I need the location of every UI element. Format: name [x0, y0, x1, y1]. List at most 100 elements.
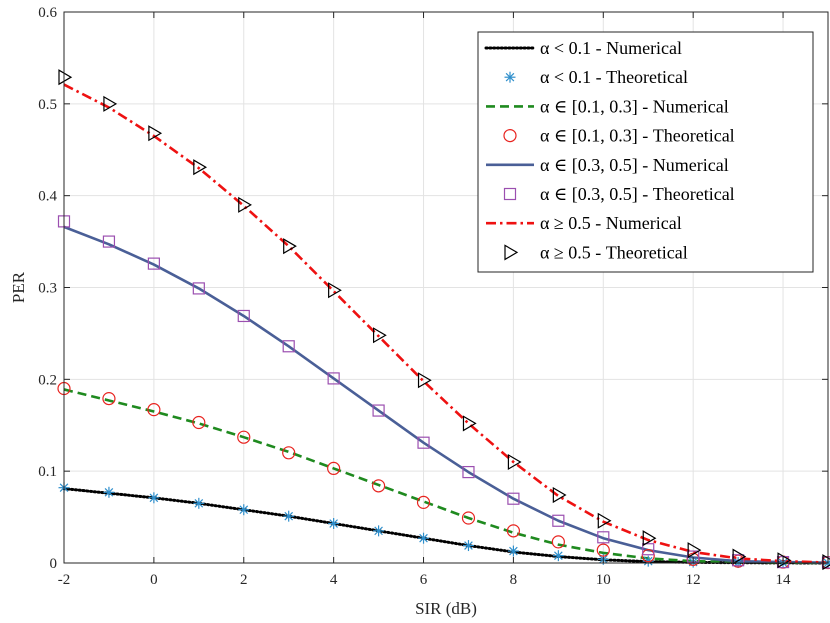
data-point-square — [282, 340, 295, 353]
data-point-asterisk — [238, 504, 250, 516]
data-point-circle — [237, 430, 251, 444]
y-tick-label: 0.5 — [38, 97, 57, 113]
legend-label: α < 0.1 - Numerical — [540, 38, 682, 58]
data-point-circle — [102, 392, 116, 406]
data-point-asterisk — [507, 545, 519, 557]
data-point-square — [147, 257, 160, 270]
legend: α < 0.1 - Numerical α < 0.1 - Theoretical… — [477, 31, 814, 273]
legend-marker-sample-stroke — [505, 72, 515, 82]
data-point-asterisk-stroke — [329, 519, 338, 528]
legend-box — [477, 31, 814, 273]
legend-label: α < 0.1 - Theoretical — [540, 67, 688, 87]
legend-entry-0-5-theoretical: α ≥ 0.5 - Theoretical — [504, 242, 688, 262]
data-point-asterisk — [103, 486, 115, 498]
data-point-asterisk-stroke — [149, 493, 159, 503]
data-point-asterisk — [148, 492, 160, 504]
legend-label: α ∈ [0.1, 0.3] - Numerical — [540, 96, 729, 116]
data-point-square — [237, 309, 250, 323]
data-point-triangle-right — [193, 159, 208, 176]
data-point-circle — [371, 479, 386, 493]
data-point-triangle-right — [642, 530, 657, 547]
data-point-circle — [192, 415, 206, 430]
x-tick-label: 8 — [510, 572, 518, 588]
plot-series — [57, 69, 830, 571]
x-tick-label: 2 — [240, 572, 248, 588]
y-tick-label: 0.6 — [38, 5, 57, 21]
y-tick-label: 0.3 — [38, 281, 57, 297]
data-point-square — [507, 492, 520, 505]
data-point-circle — [282, 446, 296, 460]
data-point-asterisk — [552, 550, 564, 562]
data-point-asterisk — [462, 540, 474, 552]
x-tick-label: -2 — [58, 572, 71, 588]
data-point-triangle-right — [597, 512, 612, 529]
data-point-square — [417, 436, 430, 449]
data-point-triangle-right — [103, 95, 118, 112]
data-point-asterisk-stroke — [194, 498, 204, 508]
data-point-circle — [147, 403, 161, 417]
data-point-square — [462, 465, 475, 479]
y-axis-label: PER — [9, 271, 28, 303]
legend-entry-0-1-0-3-numerical: α ∈ [0.1, 0.3] - Numerical — [486, 96, 729, 116]
data-point-triangle-right — [777, 552, 792, 569]
data-point-asterisk — [418, 532, 430, 544]
data-point-triangle-right — [507, 453, 522, 471]
series-line-0-5-numerical — [63, 83, 829, 564]
data-point-asterisk — [328, 518, 340, 530]
series-line-0-3-0-5-numerical — [63, 225, 829, 565]
data-point-triangle-right — [58, 69, 73, 86]
data-point-triangle-right — [732, 548, 747, 565]
data-point-asterisk-stroke — [239, 505, 249, 515]
data-point-asterisk-stroke — [104, 487, 114, 497]
data-point-square — [372, 404, 385, 417]
data-point-circle — [327, 461, 341, 476]
data-point-triangle-right — [328, 282, 342, 299]
legend-label: α ≥ 0.5 - Theoretical — [540, 242, 688, 262]
data-point-circle — [596, 543, 610, 557]
legend-entry-0-3-0-5-theoretical: α ∈ [0.3, 0.5] - Theoretical — [503, 184, 735, 204]
y-tick-label: 0 — [50, 556, 58, 572]
data-point-triangle-right — [462, 415, 477, 432]
data-point-asterisk-stroke — [464, 541, 473, 550]
data-point-circle — [641, 549, 655, 563]
data-point-triangle-right — [417, 372, 432, 389]
data-point-asterisk-stroke — [509, 546, 518, 556]
data-point-triangle-right — [822, 554, 830, 571]
data-point-triangle-right — [372, 327, 387, 344]
x-tick-label: 6 — [420, 572, 428, 588]
legend-label: α ≥ 0.5 - Numerical — [540, 213, 682, 233]
data-point-triangle-right — [552, 486, 567, 504]
data-point-square — [597, 531, 610, 544]
legend-label: α ∈ [0.3, 0.5] - Numerical — [540, 155, 729, 175]
legend-label: α ∈ [0.1, 0.3] - Theoretical — [540, 126, 735, 146]
legend-marker-sample — [504, 244, 519, 261]
data-point-asterisk — [373, 525, 385, 537]
legend-entry-0-5-numerical: α ≥ 0.5 - Numerical — [486, 213, 682, 233]
data-point-square — [552, 514, 565, 527]
legend-entry-0-1-0-3-theoretical: α ∈ [0.1, 0.3] - Theoretical — [503, 126, 735, 146]
x-tick-label: 10 — [596, 572, 611, 588]
data-point-asterisk-stroke — [284, 511, 294, 521]
legend-label: α ∈ [0.3, 0.5] - Theoretical — [540, 184, 735, 204]
legend-marker-sample — [503, 129, 517, 143]
data-point-circle — [506, 524, 521, 538]
x-tick-label: 4 — [330, 572, 338, 588]
series-line-0-1-0-3-numerical — [63, 388, 829, 565]
data-point-asterisk-stroke — [419, 533, 428, 543]
data-point-square — [642, 543, 655, 556]
x-tick-label: 14 — [776, 572, 792, 588]
y-tick-label: 0.4 — [38, 189, 57, 205]
data-point-asterisk-stroke — [374, 526, 383, 536]
data-point-asterisk — [283, 510, 295, 522]
x-tick-label: 0 — [150, 572, 158, 588]
x-tick-label: 12 — [686, 572, 701, 588]
data-point-square — [327, 372, 340, 385]
x-axis-label: SIR (dB) — [415, 599, 477, 618]
legend-entry-0-1-numerical: α < 0.1 - Numerical — [484, 38, 682, 58]
data-point-square — [192, 282, 205, 295]
legend-entry-0-1-theoretical: α < 0.1 - Theoretical — [504, 67, 688, 87]
y-tick-label: 0.2 — [38, 372, 57, 388]
data-point-triangle-right — [148, 125, 163, 142]
